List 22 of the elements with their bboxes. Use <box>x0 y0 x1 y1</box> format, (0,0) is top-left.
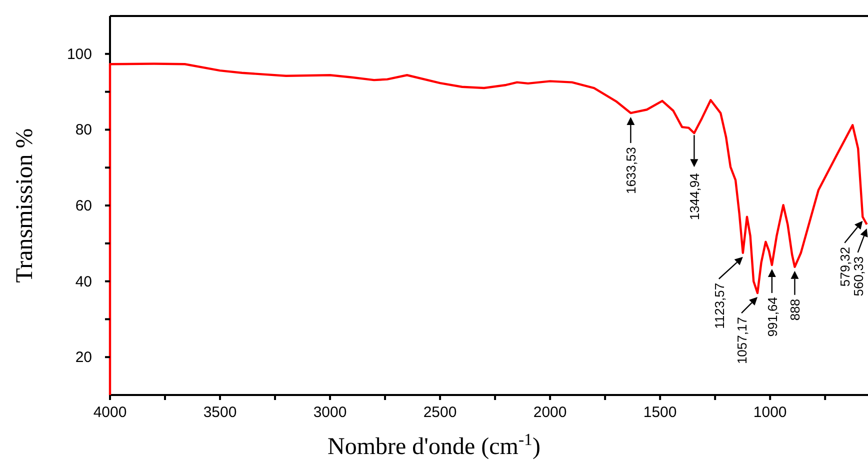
annotation: 1057,17 <box>734 317 750 364</box>
x-tick-label: 3000 <box>313 404 347 421</box>
y-tick-label: 80 <box>75 122 92 139</box>
annotation: 991,64 <box>764 297 780 337</box>
annotation: 579,32 <box>838 246 853 287</box>
annotation: 560,33 <box>850 256 866 296</box>
annotation: 1633,53 <box>624 147 639 194</box>
x-tick-label: 3500 <box>203 404 237 421</box>
y-tick-label: 40 <box>75 273 92 290</box>
y-tick-label: 60 <box>75 198 92 214</box>
x-tick-label: 2500 <box>423 404 457 421</box>
annotation: 888 <box>788 298 803 321</box>
x-tick-label: 1000 <box>753 404 787 421</box>
x-tick-label: 4000 <box>93 404 127 421</box>
y-axis-title: Transmission % <box>12 128 38 283</box>
y-tick-label: 100 <box>66 46 92 63</box>
x-tick-label: 2000 <box>533 404 567 421</box>
annotation: 1344,94 <box>687 173 702 220</box>
annotation: 1123,57 <box>712 282 727 329</box>
x-axis-title: Nombre d'onde (cm$^{-1}$) <box>328 430 540 460</box>
x-tick-label: 1500 <box>643 404 677 421</box>
y-tick-label: 20 <box>75 349 92 366</box>
